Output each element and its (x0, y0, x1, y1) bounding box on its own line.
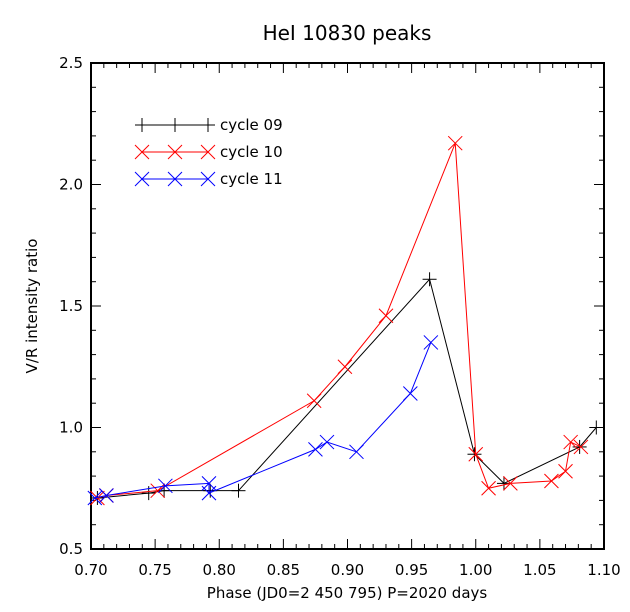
data-point (573, 439, 589, 455)
data-point (90, 490, 105, 506)
legend-marker (134, 171, 150, 187)
legend-marker (135, 118, 149, 132)
data-point (503, 476, 518, 491)
data-point (231, 483, 246, 498)
x-tick-label: 1.10 (587, 561, 620, 579)
series-line (97, 278, 597, 499)
legend-marker (200, 144, 216, 160)
data-point (306, 393, 322, 409)
legend-marker (134, 144, 150, 160)
data-point (337, 359, 353, 375)
data-point (422, 272, 437, 287)
y-tick-label: 0.5 (59, 540, 83, 558)
legend-marker (200, 171, 216, 187)
data-point (319, 434, 335, 450)
x-tick-label: 1.05 (523, 561, 556, 579)
data-point (201, 485, 217, 501)
x-tick-labels: 0.70 0.75 0.80 0.85 0.90 0.95 1.00 1.05 1.10 (74, 561, 620, 579)
legend-label: cycle 10 (220, 143, 283, 161)
data-point (589, 420, 604, 435)
x-tick-label: 0.75 (138, 561, 171, 579)
axis-ticks (90, 62, 605, 550)
x-tick-label: 1.00 (459, 561, 492, 579)
x-tick-label: 0.85 (267, 561, 300, 579)
data-point (378, 308, 394, 324)
chart-title: HeI 10830 peaks (263, 21, 432, 45)
data-point (544, 473, 559, 489)
data-point (468, 446, 484, 462)
data-point (467, 447, 482, 462)
series-cycle-09 (90, 272, 604, 505)
legend-marker (167, 171, 183, 187)
legend-item: cycle 09 (135, 116, 283, 134)
data-point (572, 439, 587, 454)
y-tick-labels: 0.5 1.0 1.5 2.0 2.5 (59, 54, 83, 558)
plot-frame (90, 62, 605, 550)
legend-label: cycle 11 (220, 170, 283, 188)
data-point (308, 442, 323, 457)
y-tick-label: 2.5 (59, 54, 83, 72)
series-layer (87, 135, 604, 506)
data-point (447, 135, 463, 151)
y-axis-label: V/R intensity ratio (23, 239, 41, 374)
legend-item: cycle 11 (134, 170, 283, 188)
series-line (97, 143, 582, 499)
x-axis-label: Phase (JD0=2 450 795) P=2020 days (207, 584, 488, 602)
x-tick-label: 0.95 (395, 561, 428, 579)
legend-marker (201, 118, 215, 132)
data-point (349, 444, 364, 460)
y-tick-label: 2.0 (59, 176, 83, 194)
legend-marker (167, 144, 183, 160)
x-tick-label: 0.90 (331, 561, 364, 579)
x-tick-label: 0.80 (203, 561, 236, 579)
y-tick-label: 1.0 (59, 419, 83, 437)
series-line (94, 342, 432, 499)
data-point (563, 434, 579, 450)
y-tick-label: 1.5 (59, 297, 83, 315)
legend-item: cycle 10 (134, 143, 283, 161)
data-point (158, 478, 173, 494)
data-point (99, 488, 114, 503)
series-cycle-10 (90, 135, 589, 506)
data-point (402, 386, 418, 401)
legend-marker (168, 118, 182, 132)
legend: cycle 09 cycle 10 cycle 11 (134, 116, 283, 188)
series-cycle-11 (87, 335, 439, 506)
x-tick-label: 0.70 (74, 561, 107, 579)
legend-label: cycle 09 (220, 116, 283, 134)
data-point (558, 463, 573, 479)
data-point (423, 335, 439, 350)
data-point (481, 480, 496, 496)
